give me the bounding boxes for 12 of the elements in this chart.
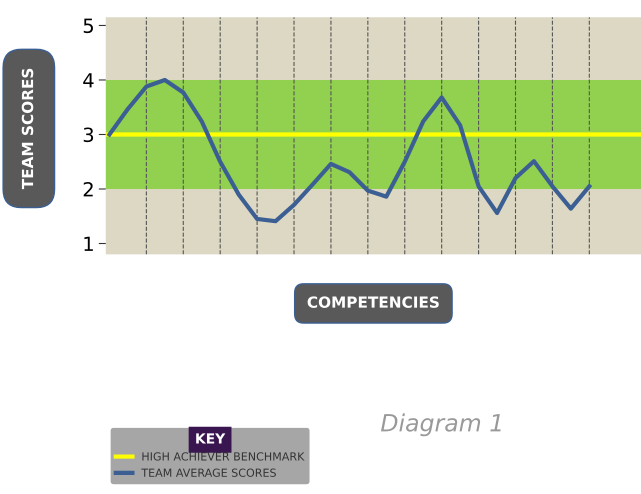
x-axis-title: COMPETENCIES [308, 296, 439, 308]
y-tick-label: 5 [84, 18, 93, 34]
line-series [107, 78, 592, 224]
y-tick-label: 2 [84, 182, 93, 196]
text: Diagram 1 [380, 413, 501, 436]
y-tick-label: 1 [84, 236, 93, 251]
legend-label: TEAM AVERAGE SCORES [141, 468, 276, 477]
y-axis-title: TEAM SCORES [22, 68, 34, 190]
y-tick-label: 3 [84, 127, 94, 142]
legend-title: KEY [196, 433, 226, 444]
legend-label: HIGH ACHIEVER BENCHMARK [142, 452, 305, 461]
y-tick-label: 4 [83, 73, 94, 88]
